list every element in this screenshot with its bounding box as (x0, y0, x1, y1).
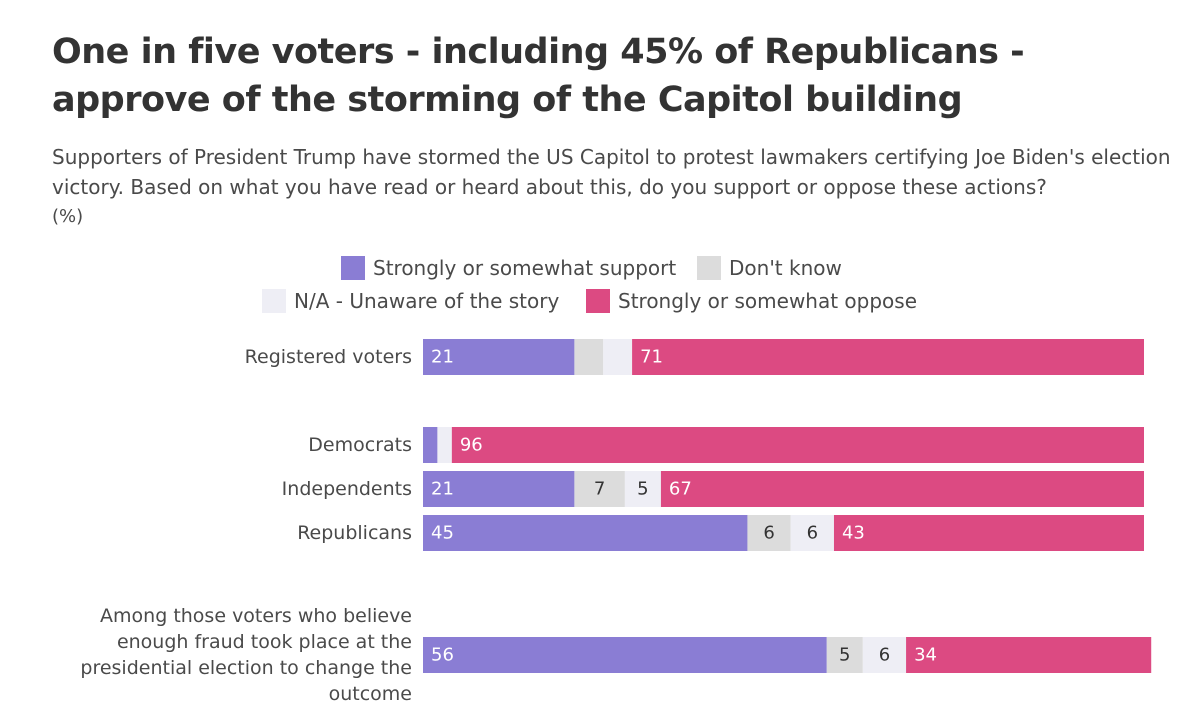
data-label-republicans-dont-know: 6 (763, 523, 774, 544)
bar-fraud-believers-dont-know (826, 637, 863, 673)
category-label-fraud-believers: enough fraud took place at the (117, 631, 412, 653)
bar-fraud-believers-oppose (906, 637, 1152, 673)
legend-label-oppose: Strongly or somewhat oppose (618, 289, 918, 313)
data-label-fraud-believers-oppose: 34 (914, 645, 937, 666)
chart-title: One in five voters - including 45% of Re… (52, 32, 1025, 120)
category-label-fraud-believers: Among those voters who believe (100, 605, 412, 627)
category-label-fraud-believers: presidential election to change the (80, 657, 412, 679)
category-label-republicans: Republicans (297, 522, 412, 544)
data-label-fraud-believers-na: 6 (879, 645, 890, 666)
bar-independents-oppose (660, 471, 1144, 507)
data-label-republicans-oppose: 43 (842, 523, 865, 544)
legend-swatch-na (262, 289, 286, 313)
legend-swatch-support (341, 256, 365, 280)
bar-fraud-believers-support (423, 637, 827, 673)
chart-subtitle: Supporters of President Trump have storm… (52, 145, 1171, 199)
category-label-democrats: Democrats (308, 434, 412, 456)
legend-item-na: N/A - Unaware of the story (262, 289, 559, 313)
legend-item-dont-know: Don't know (697, 256, 842, 280)
legend-item-support: Strongly or somewhat support (341, 256, 676, 280)
category-label-independents: Independents (282, 478, 412, 500)
bar-independents-na (624, 471, 661, 507)
bar-independents-dont-know (574, 471, 625, 507)
bar-independents-support (423, 471, 575, 507)
bar-registered-voters-na (603, 339, 633, 375)
bar-fraud-believers-na (862, 637, 907, 673)
legend-swatch-oppose (586, 289, 610, 313)
bar-registered-voters-support (423, 339, 575, 375)
legend-label-support: Strongly or somewhat support (373, 256, 677, 280)
bar-democrats-na (437, 427, 452, 463)
bar-republicans-support (423, 515, 748, 551)
bar-registered-voters-dont-know (574, 339, 604, 375)
legend-label-na: N/A - Unaware of the story (294, 289, 560, 313)
bar-republicans-dont-know (747, 515, 791, 551)
bar-republicans-oppose (833, 515, 1144, 551)
data-label-democrats-oppose: 96 (460, 435, 483, 456)
bar-democrats-support (423, 427, 438, 463)
data-label-registered-voters-oppose: 71 (640, 347, 663, 368)
data-label-independents-support: 21 (431, 479, 454, 500)
data-label-independents-na: 5 (637, 479, 648, 500)
legend-item-oppose: Strongly or somewhat oppose (586, 289, 917, 313)
data-label-registered-voters-support: 21 (431, 347, 454, 368)
data-label-independents-oppose: 67 (669, 479, 692, 500)
data-label-independents-dont-know: 7 (594, 479, 605, 500)
legend-label-dont-know: Don't know (729, 256, 842, 280)
data-label-republicans-support: 45 (431, 523, 454, 544)
category-label-registered-voters: Registered voters (245, 346, 412, 368)
bar-registered-voters-oppose (632, 339, 1144, 375)
data-label-fraud-believers-support: 56 (431, 645, 454, 666)
category-label-fraud-believers: outcome (329, 683, 412, 705)
unit-note: (%) (52, 206, 84, 227)
data-label-republicans-na: 6 (807, 523, 818, 544)
legend-swatch-dont-know (697, 256, 721, 280)
data-label-fraud-believers-dont-know: 5 (839, 645, 850, 666)
bar-democrats-oppose (451, 427, 1145, 463)
bar-republicans-na (790, 515, 834, 551)
